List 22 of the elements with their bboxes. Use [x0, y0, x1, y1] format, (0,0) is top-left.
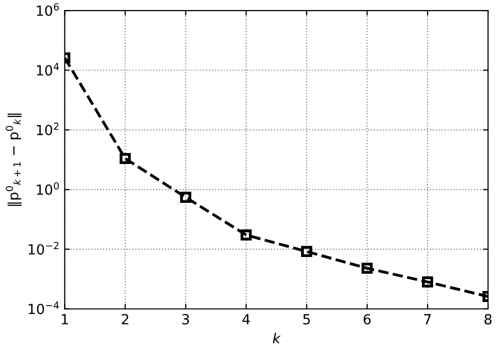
- x-tick-label: 8: [484, 314, 492, 324]
- x-tick-label: 6: [364, 314, 371, 324]
- y-tick-label: 10$^{0}$: [36, 182, 59, 195]
- y-tick-label: 10$^{2}$: [36, 122, 58, 136]
- point: [362, 262, 373, 274]
- y-tick-label: 10$^{4}$: [36, 63, 59, 76]
- x-tick-label: 1: [62, 314, 68, 324]
- y-axis-title: ‖p$^{0}$$_{k+1}$ − p$^{0}$$_{k}$‖: [6, 114, 22, 206]
- point: [422, 276, 434, 288]
- x-tick-label: 3: [182, 314, 189, 324]
- x-tick-label: 2: [122, 314, 128, 324]
- point: [120, 152, 131, 164]
- x-tick-label: 5: [303, 314, 310, 324]
- y-tick-label: 10$^{−2}$: [28, 242, 58, 255]
- point: [240, 229, 252, 241]
- x-tick-label: 7: [424, 314, 431, 324]
- point: [301, 246, 312, 258]
- x-tick-label: 4: [242, 314, 250, 324]
- y-tick-label: 10$^{−4}$: [28, 302, 59, 314]
- x-axis-title: k: [272, 332, 281, 344]
- point: [180, 192, 192, 203]
- y-tick-label: 10$^{6}$: [36, 3, 59, 16]
